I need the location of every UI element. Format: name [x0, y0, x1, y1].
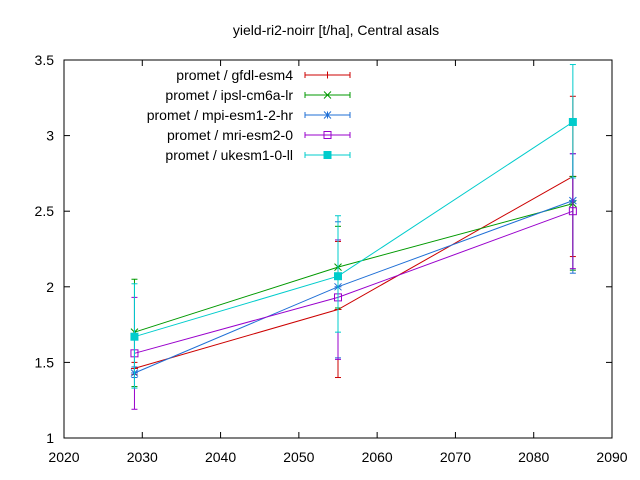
data-point — [334, 272, 342, 281]
y-tick-label: 3 — [46, 128, 54, 144]
x-tick-label: 2060 — [362, 449, 393, 465]
legend-item: promet / ukesm1-0-ll — [165, 147, 351, 163]
legend-label: promet / mpi-esm1-2-hr — [147, 107, 294, 123]
legend-label: promet / gfdl-esm4 — [176, 67, 293, 83]
x-tick-label: 2080 — [518, 449, 549, 465]
y-tick-label: 1.5 — [35, 354, 55, 370]
square-open-mark — [568, 207, 577, 216]
legend-marker — [323, 151, 332, 159]
legend-marker — [324, 71, 331, 79]
chart-title: yield-ri2-noirr [t/ha], Central asals — [233, 22, 439, 38]
data-point — [130, 332, 139, 341]
legend-marker — [323, 91, 332, 99]
square-filled-mark — [323, 151, 332, 159]
series-layer — [130, 64, 577, 410]
series-4 — [130, 64, 577, 389]
series-line — [134, 203, 574, 333]
x-tick-label: 2040 — [205, 449, 236, 465]
axes: 2020 2030 2040 2050 2060 2070 2080 2090 1 1.5 2 2.5… — [35, 52, 628, 465]
square-open-mark — [323, 131, 332, 139]
y-tick-label: 3.5 — [35, 52, 55, 68]
legend-item: promet / ipsl-cm6a-lr — [165, 87, 351, 103]
series-line — [134, 200, 574, 374]
x-tick-label: 2070 — [440, 449, 471, 465]
legend-marker — [323, 131, 332, 139]
legend-item: promet / mpi-esm1-2-hr — [147, 107, 351, 123]
x-tick-label: 2030 — [127, 449, 158, 465]
legend-label: promet / ipsl-cm6a-lr — [165, 87, 293, 103]
legend-item: promet / gfdl-esm4 — [176, 67, 351, 83]
star-mark-b — [323, 111, 332, 119]
data-point — [568, 207, 577, 216]
plot-frame — [63, 59, 613, 439]
square-filled-mark — [334, 272, 342, 281]
square-filled-mark — [130, 332, 139, 341]
legend-item: promet / mri-esm2-0 — [167, 127, 351, 143]
x-tick-label: 2090 — [596, 449, 627, 465]
series-line — [134, 175, 574, 369]
legend-label: promet / mri-esm2-0 — [167, 127, 293, 143]
series-line — [134, 210, 574, 354]
y-tick-label: 2.5 — [35, 203, 55, 219]
square-filled-mark — [568, 117, 577, 126]
y-tick-label: 1 — [46, 430, 54, 446]
x-tick-label: 2020 — [48, 449, 79, 465]
data-point — [568, 117, 577, 126]
legend-label: promet / ukesm1-0-ll — [165, 147, 293, 163]
x-tick-label: 2050 — [283, 449, 314, 465]
legend: promet / gfdl-esm4 promet / ipsl-cm6a-lr p… — [147, 67, 351, 163]
cross-mark-b — [323, 91, 332, 99]
y-tick-label: 2 — [46, 279, 54, 295]
legend-marker — [323, 111, 332, 119]
